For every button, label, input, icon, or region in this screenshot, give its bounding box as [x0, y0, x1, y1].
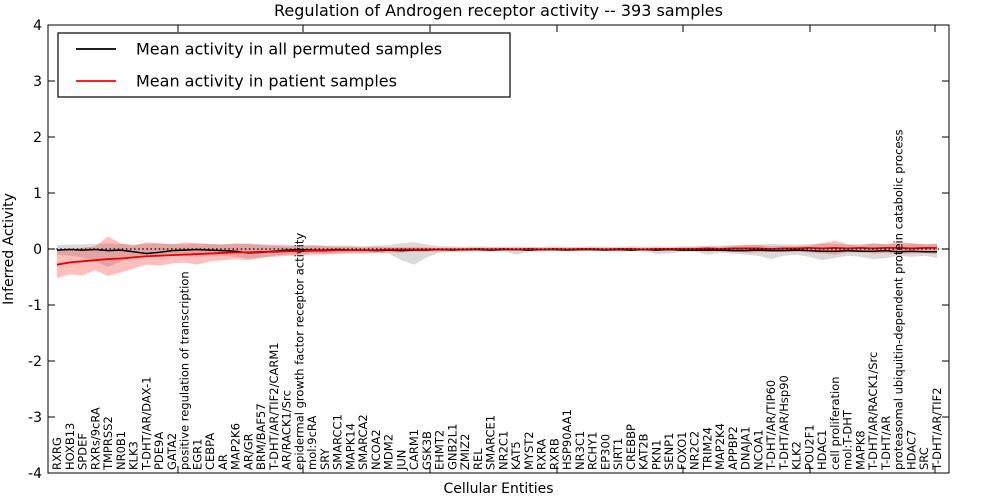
x-category-label: SMARCA2	[356, 414, 370, 470]
x-category-label: NR2C2	[688, 431, 702, 470]
x-category-label: NR0B1	[114, 431, 128, 470]
x-category-label: HSP90AA1	[560, 409, 574, 470]
x-category-label: AR/RACK1/Src	[280, 390, 294, 470]
x-category-label: KLK3	[127, 441, 141, 470]
x-category-label: MAP2K6	[229, 423, 243, 470]
x-category-label: cell proliferation	[828, 376, 842, 470]
x-category-label: TRIM24	[700, 427, 714, 471]
patient-band	[57, 236, 937, 279]
x-category-label: NCOA2	[369, 429, 383, 470]
x-category-label: mol:9cRA	[305, 416, 319, 470]
x-category-label: SMARCC1	[331, 414, 345, 470]
x-category-label: T-DHT/AR/Hsp90	[777, 375, 791, 471]
y-tick-label: -1	[28, 298, 42, 314]
x-category-label: ZMIZ2	[458, 434, 472, 470]
x-category-label: RXRs/9cRA	[88, 407, 102, 470]
x-category-label: T-DHT/AR/RACK1/Src	[866, 352, 880, 471]
x-category-label: EHMT2	[433, 430, 447, 470]
x-category-label: SRY	[318, 447, 332, 470]
y-axis-label: Inferred Activity	[1, 193, 17, 305]
x-category-label: T-DHT/AR/TIF2/CARM1	[267, 342, 281, 471]
y-tick-label: -4	[28, 466, 42, 482]
x-category-label: APPBP2	[726, 426, 740, 470]
x-category-label: POU2F1	[802, 424, 816, 470]
x-category-label: SRC	[917, 447, 931, 470]
x-category-label: T-DHT/AR/TIF2	[930, 387, 944, 471]
x-category-label: JUN	[394, 450, 408, 471]
x-category-label: SPDEF	[76, 433, 90, 470]
x-category-label: SMARCE1	[484, 415, 498, 470]
x-category-label: RCHY1	[586, 432, 600, 470]
x-category-label: SIRT1	[611, 438, 625, 470]
x-category-label: KLK2	[790, 441, 804, 470]
x-category-label: GNB2L1	[445, 424, 459, 470]
x-category-label: MDM2	[382, 434, 396, 470]
x-category-label: AR/GR	[241, 433, 255, 470]
x-category-label: positive regulation of transcription	[178, 271, 192, 470]
legend-label: Mean activity in all permuted samples	[136, 40, 442, 59]
x-category-label: RXRG	[50, 437, 64, 470]
x-category-label: HDAC1	[815, 430, 829, 470]
y-tick-label: 0	[33, 242, 42, 258]
x-category-label: BRM/BAF57	[254, 403, 268, 470]
x-category-label: MYST2	[522, 431, 536, 470]
y-tick-label: 3	[33, 74, 42, 90]
x-category-label: MAP2K4	[713, 423, 727, 470]
x-category-label: PKN1	[649, 440, 663, 470]
x-category-label: TMPRSS2	[101, 416, 115, 471]
y-tick-label: -2	[28, 354, 42, 370]
y-tick-label: -3	[28, 410, 42, 426]
x-category-label: CARM1	[407, 429, 421, 470]
x-category-label: T-DHT/AR/DAX-1	[139, 376, 153, 471]
x-category-label: RXRA	[535, 439, 549, 470]
x-category-label: mol:T-DHT	[841, 409, 855, 470]
legend-label: Mean activity in patient samples	[136, 72, 397, 91]
x-category-label: AR	[216, 454, 230, 470]
x-category-label: KAT2B	[637, 433, 651, 470]
x-category-label: PDE9A	[152, 432, 166, 470]
x-category-label: proteasomal ubiquitin-dependent protein …	[892, 129, 906, 470]
y-tick-label: 2	[33, 130, 42, 146]
x-category-label: CEBPA	[203, 433, 217, 470]
x-category-label: HDAC7	[904, 430, 918, 470]
y-tick-label: 4	[33, 18, 42, 34]
x-category-label: T-DHT/AR	[879, 416, 893, 471]
x-category-label: NR2C1	[496, 431, 510, 470]
x-category-label: KAT5	[509, 441, 523, 470]
x-category-label: SENP1	[662, 433, 676, 470]
x-category-label: DNAJA1	[739, 426, 753, 470]
x-category-label: EP300	[598, 434, 612, 470]
x-category-label: CREBBP	[624, 424, 638, 470]
x-category-label: HOXB13	[63, 423, 77, 470]
x-category-label: REL	[471, 448, 485, 470]
y-tick-label: 1	[33, 186, 42, 202]
x-axis-label: Cellular Entities	[443, 481, 553, 497]
x-category-label: MAPK14	[343, 423, 357, 470]
x-category-label: FOXO1	[675, 432, 689, 470]
x-category-label: epidermal growth factor receptor activit…	[292, 233, 306, 470]
x-category-label: EGR1	[190, 439, 204, 471]
legend-box	[57, 32, 511, 98]
x-category-label: GSK3B	[420, 431, 434, 470]
x-category-label: GATA2	[165, 433, 179, 470]
x-category-label: RXRB	[547, 438, 561, 470]
x-category-label: T-DHT/AR/TIP60	[764, 380, 778, 471]
x-category-label: MAPK8	[853, 430, 867, 470]
chart-title: Regulation of Androgen receptor activity…	[274, 1, 723, 20]
x-category-label: NCOA1	[751, 429, 765, 470]
x-category-label: NR3C1	[573, 431, 587, 470]
